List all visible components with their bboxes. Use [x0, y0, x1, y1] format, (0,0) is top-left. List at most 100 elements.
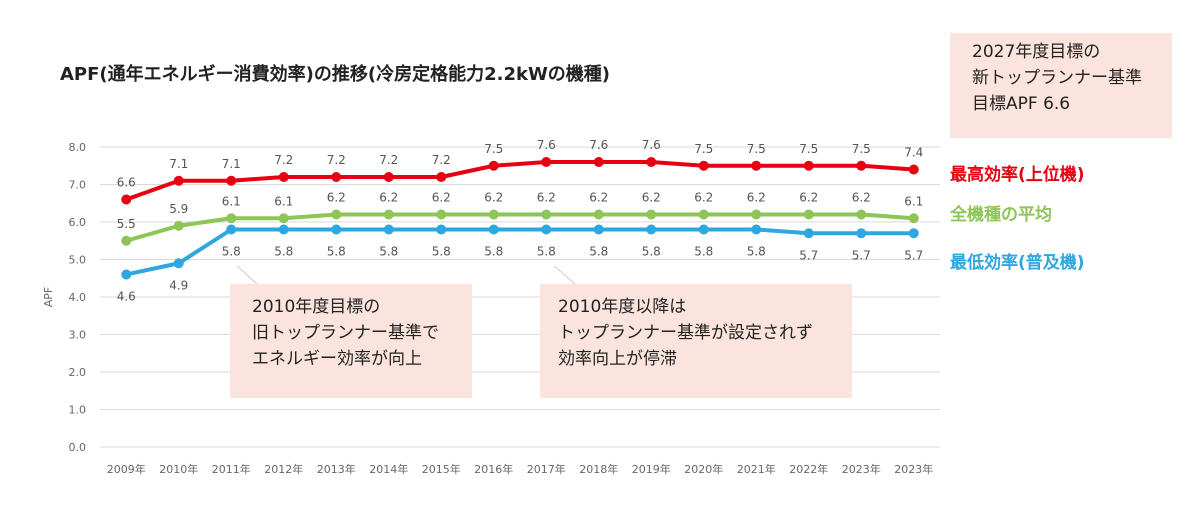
x-tick-label: 2010年: [159, 462, 198, 476]
data-point: [226, 213, 237, 224]
data-point: [803, 160, 814, 171]
annotation-line: 効率向上が停滞: [558, 349, 677, 369]
data-point: [226, 175, 237, 186]
data-label: 7.5: [747, 142, 766, 156]
y-tick-label: 3.0: [69, 329, 87, 342]
data-label: 6.2: [432, 191, 451, 205]
x-tick-label: 2021年: [737, 462, 776, 476]
data-point: [593, 224, 604, 235]
x-tick-label: 2019年: [632, 462, 671, 476]
data-point: [541, 224, 552, 235]
data-point: [278, 172, 289, 182]
series-line: [125, 227, 914, 277]
data-point: [488, 160, 499, 171]
data-label: 5.8: [537, 245, 556, 259]
data-label: 7.4: [904, 146, 923, 160]
data-label: 6.2: [799, 191, 818, 205]
annotation-leader-line: [236, 265, 258, 285]
annotation-line: 旧トップランナー基準で: [252, 323, 439, 343]
data-label: 5.8: [274, 245, 293, 259]
data-point: [751, 160, 762, 171]
data-point: [121, 194, 132, 205]
legend-average: 全機種の平均: [950, 205, 1052, 225]
legend-low-efficiency: 最低効率(普及機): [950, 253, 1085, 273]
x-tick-label: 2018年: [579, 462, 618, 476]
data-label: 7.1: [169, 157, 188, 171]
data-point: [488, 209, 499, 220]
y-tick-label: 0.0: [69, 441, 87, 454]
data-point: [121, 269, 132, 280]
annotation-line: トップランナー基準が設定されず: [558, 323, 813, 343]
chart-title: APF(通年エネルギー消費効率)の推移(冷房定格能力2.2kWの機種): [60, 64, 611, 85]
data-point: [331, 224, 342, 235]
data-point: [803, 228, 814, 239]
y-tick-label: 8.0: [69, 141, 87, 154]
y-tick-label: 2.0: [69, 366, 87, 379]
annotation-line: エネルギー効率が向上: [252, 349, 422, 369]
data-label: 5.8: [694, 245, 713, 259]
target-note-line: 目標APF 6.6: [972, 94, 1071, 114]
data-label: 7.5: [799, 142, 818, 156]
x-tick-label: 2014年: [369, 462, 408, 476]
data-point: [541, 157, 552, 167]
data-point: [331, 209, 342, 220]
data-point: [121, 235, 132, 246]
data-label: 7.5: [484, 142, 503, 156]
data-label: 6.2: [589, 191, 608, 205]
x-tick-label: 2017年: [527, 462, 566, 476]
data-point: [908, 164, 919, 175]
data-label: 5.8: [642, 245, 661, 259]
data-point: [593, 209, 604, 220]
data-label: 6.2: [747, 191, 766, 205]
data-point: [278, 224, 289, 235]
data-label: 6.1: [274, 194, 293, 208]
data-point: [436, 172, 447, 182]
data-point: [908, 213, 919, 224]
data-point: [541, 209, 552, 220]
x-tick-label: 2015年: [422, 462, 461, 476]
data-point: [856, 209, 867, 220]
data-label: 5.8: [747, 245, 766, 259]
x-tick-label: 2009年: [107, 462, 146, 476]
data-label: 7.5: [694, 142, 713, 156]
data-label: 5.8: [589, 245, 608, 259]
data-label: 6.1: [222, 194, 241, 208]
data-label: 4.9: [169, 278, 188, 292]
data-label: 6.2: [642, 191, 661, 205]
data-point: [173, 258, 184, 269]
data-point: [698, 209, 709, 220]
annotation-line: 2010年度以降は: [558, 297, 687, 317]
data-label: 5.8: [432, 245, 451, 259]
data-point: [646, 157, 657, 167]
data-label: 5.7: [799, 248, 818, 262]
x-tick-label: 2020年: [684, 462, 723, 476]
data-point: [646, 209, 657, 220]
data-label: 5.7: [904, 248, 923, 262]
data-point: [856, 160, 867, 171]
data-label: 5.5: [117, 217, 136, 231]
data-label: 7.2: [274, 153, 293, 167]
data-label: 5.8: [379, 245, 398, 259]
x-tick-label: 2011年: [212, 462, 251, 476]
data-label: 6.2: [852, 191, 871, 205]
data-point: [226, 224, 237, 235]
x-tick-label: 2013年: [317, 462, 356, 476]
data-label: 7.5: [852, 142, 871, 156]
x-tick-label: 2016年: [474, 462, 513, 476]
data-label: 6.2: [537, 191, 556, 205]
target-note-line: 2027年度目標の: [972, 42, 1101, 62]
annotation-leader-line: [553, 265, 576, 285]
data-point: [488, 224, 499, 235]
data-point: [698, 224, 709, 235]
x-tick-label: 2012年: [264, 462, 303, 476]
data-label: 5.9: [169, 202, 188, 216]
data-point: [173, 220, 184, 231]
data-label: 7.1: [222, 157, 241, 171]
data-point: [646, 224, 657, 235]
data-label: 6.6: [117, 176, 136, 190]
data-point: [803, 209, 814, 220]
data-label: 6.2: [694, 191, 713, 205]
series-line: [125, 160, 914, 202]
annotation-note-2010: 2010年度目標の 旧トップランナー基準で エネルギー効率が向上: [230, 284, 472, 398]
